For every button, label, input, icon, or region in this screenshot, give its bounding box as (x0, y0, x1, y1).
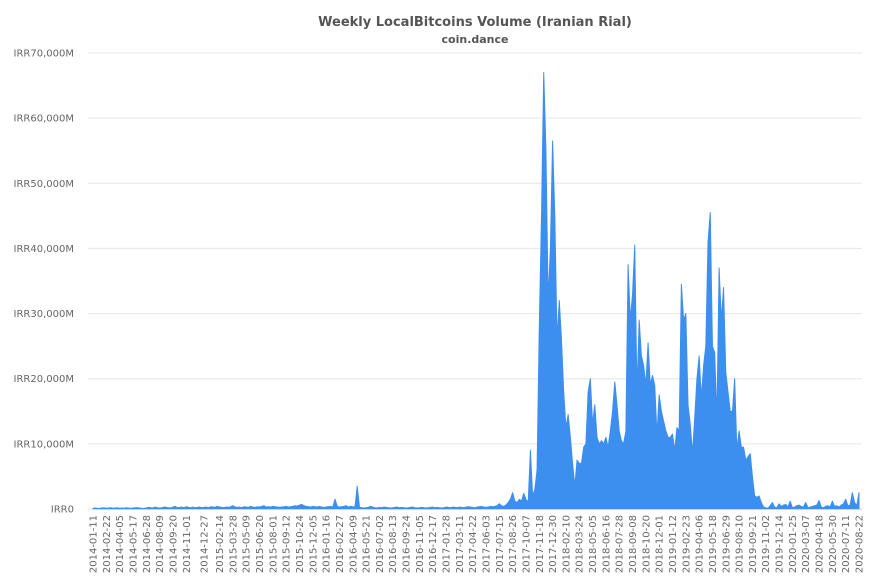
x-tick-label: 2015-09-12 (282, 515, 293, 573)
x-tick-label: 2016-01-16 (322, 515, 333, 573)
x-tick-label: 2015-05-09 (242, 515, 253, 573)
x-tick-label: 2017-10-07 (521, 515, 532, 573)
x-tick-label: 2019-06-29 (721, 515, 732, 573)
x-tick-label: 2017-12-30 (548, 515, 559, 573)
x-tick-label: 2014-11-01 (182, 515, 193, 573)
x-tick-label: 2017-08-26 (508, 515, 519, 573)
x-tick-label: 2018-09-08 (628, 515, 639, 573)
y-tick-label: IRR30,000M (14, 309, 74, 320)
x-tick-label: 2017-07-15 (495, 515, 506, 573)
y-tick-label: IRR70,000M (14, 49, 74, 60)
x-tick-label: 2018-06-16 (601, 515, 612, 573)
x-tick-label: 2020-07-11 (841, 515, 852, 573)
x-tick-label: 2019-11-02 (761, 515, 772, 573)
x-tick-label: 2014-05-17 (128, 515, 139, 573)
x-tick-label: 2016-04-09 (348, 515, 359, 573)
y-tick-label: IRR40,000M (14, 244, 74, 255)
x-tick-label: 2016-05-21 (362, 515, 373, 573)
y-tick-label: IRR20,000M (14, 374, 74, 385)
x-tick-label: 2014-12-27 (200, 515, 211, 573)
x-tick-label: 2020-01-25 (788, 515, 799, 573)
x-tick-label: 2015-02-14 (215, 515, 226, 573)
x-tick-label: 2018-02-10 (561, 515, 572, 573)
x-tick-label: 2019-01-12 (668, 515, 679, 573)
chart-subtitle: coin.dance (442, 33, 509, 46)
x-tick-label: 2018-12-01 (655, 515, 666, 573)
x-tick-label: 2014-02-22 (102, 515, 113, 573)
x-tick-label: 2020-08-22 (855, 515, 866, 573)
x-tick-label: 2019-05-18 (708, 515, 719, 573)
x-tick-label: 2020-03-07 (801, 515, 812, 573)
x-tick-label: 2018-05-05 (588, 515, 599, 573)
x-tick-label: 2015-03-28 (228, 515, 239, 573)
x-tick-label: 2019-08-10 (735, 515, 746, 573)
x-tick-label: 2019-02-23 (681, 515, 692, 573)
x-tick-label: 2014-08-09 (155, 515, 166, 573)
x-tick-label: 2017-03-11 (455, 515, 466, 573)
x-tick-label: 2016-02-27 (335, 515, 346, 573)
x-tick-label: 2017-04-22 (468, 515, 479, 573)
x-tick-label: 2019-12-14 (775, 515, 786, 573)
x-tick-label: 2015-08-01 (268, 515, 279, 573)
y-tick-label: IRR50,000M (14, 179, 74, 190)
x-tick-label: 2015-12-05 (308, 515, 319, 573)
x-tick-label: 2016-07-02 (375, 515, 386, 573)
x-tick-label: 2015-10-24 (295, 515, 306, 573)
x-tick-label: 2016-09-24 (402, 515, 413, 573)
x-tick-label: 2014-06-28 (142, 515, 153, 573)
x-tick-label: 2018-07-28 (615, 515, 626, 573)
chart-title: Weekly LocalBitcoins Volume (Iranian Ria… (318, 15, 632, 30)
x-tick-label: 2019-09-21 (748, 515, 759, 573)
x-tick-label: 2018-03-24 (575, 515, 586, 573)
x-tick-label: 2017-01-28 (442, 515, 453, 573)
y-tick-label: IRR10,000M (14, 439, 74, 450)
x-tick-label: 2016-12-17 (428, 515, 439, 573)
area (92, 72, 860, 510)
y-tick-label: IRR0 (51, 505, 74, 516)
y-tick-label: IRR60,000M (14, 114, 74, 125)
x-tick-label: 2018-10-20 (641, 515, 652, 573)
x-tick-label: 2014-04-05 (115, 515, 126, 573)
x-tick-label: 2015-06-20 (255, 515, 266, 573)
x-tick-label: 2014-09-20 (168, 515, 179, 573)
x-tick-label: 2020-05-30 (828, 515, 839, 573)
x-tick-label: 2017-06-03 (481, 515, 492, 573)
x-tick-label: 2016-08-13 (388, 515, 399, 573)
x-tick-label: 2019-04-06 (695, 515, 706, 573)
x-tick-label: 2016-11-05 (415, 515, 426, 573)
x-tick-label: 2017-11-18 (535, 515, 546, 573)
x-tick-label: 2014-01-11 (89, 515, 100, 573)
x-tick-label: 2020-04-18 (815, 515, 826, 573)
